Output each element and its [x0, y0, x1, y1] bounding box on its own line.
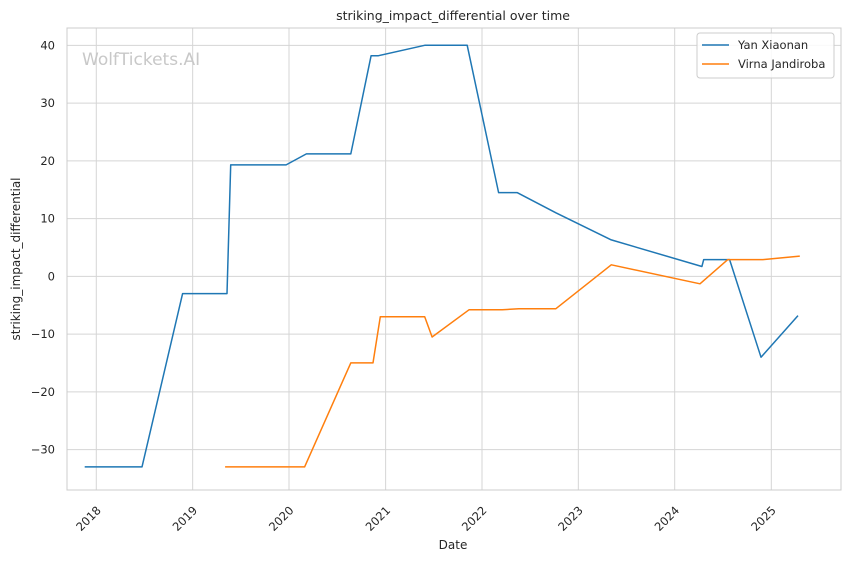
y-tick-label: −10 [31, 327, 55, 341]
legend-label-yan-xiaonan: Yan Xiaonan [737, 38, 808, 52]
y-axis-title: striking_impact_differential [9, 177, 23, 340]
series-line-yan-xiaonan [84, 44, 799, 468]
series-layer [84, 44, 800, 468]
y-tick-labels: −30 −20 −10 0 10 20 30 40 [31, 38, 55, 456]
grid-layer [67, 28, 841, 490]
legend-label-virna-jandiroba: Virna Jandiroba [738, 57, 825, 71]
y-tick-label: 20 [40, 154, 55, 168]
chart-title: striking_impact_differential over time [336, 8, 570, 23]
y-tick-label: 40 [40, 38, 55, 52]
watermark: WolfTickets.AI [82, 50, 200, 70]
series-line-virna-jandiroba [225, 255, 800, 468]
legend-box [696, 32, 835, 79]
y-tick-label: 30 [40, 96, 55, 110]
legend: Yan Xiaonan Virna Jandiroba [696, 32, 835, 79]
x-axis-title: Date [439, 538, 468, 552]
y-tick-label: −20 [31, 385, 55, 399]
plot-frame [66, 27, 842, 491]
y-tick-label: 10 [40, 212, 55, 226]
y-tick-label: 0 [48, 269, 55, 283]
y-tick-label: −30 [31, 443, 55, 457]
